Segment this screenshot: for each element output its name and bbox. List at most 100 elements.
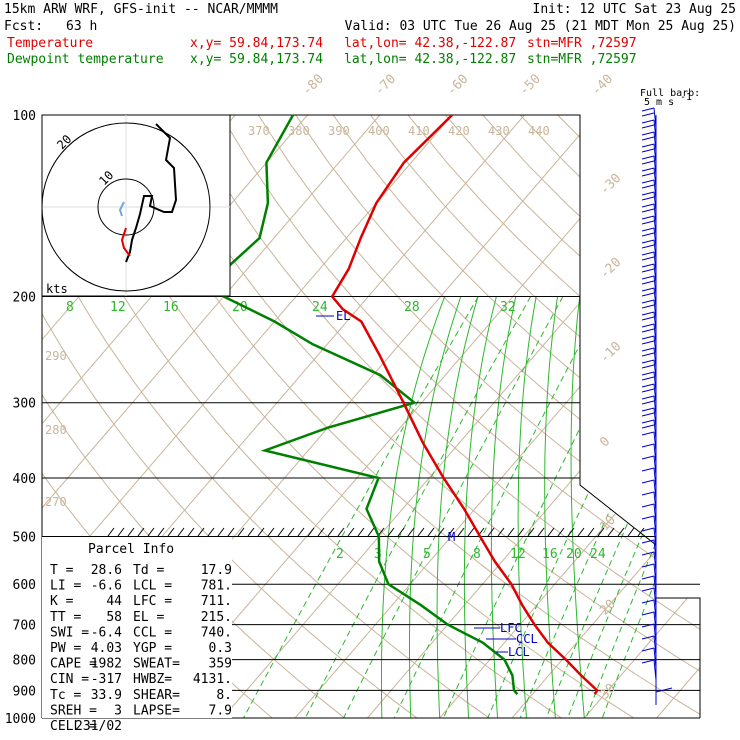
isotherm-line bbox=[367, 115, 700, 718]
hatch-mark bbox=[487, 527, 495, 537]
dew-latlon: lat,lon= 42.38,-122.87 bbox=[344, 52, 516, 67]
hatch-mark bbox=[287, 527, 295, 537]
mixing-ratio-line bbox=[243, 296, 479, 718]
parcel-info-cell: 4.03 bbox=[91, 641, 122, 656]
model-title: 15km ARW WRF, GFS-init -- NCAR/MMMM bbox=[4, 2, 278, 17]
parcel-info: Parcel Info T = 28.6 Td = 17.9 LI = -6.6 LCL =… bbox=[42, 537, 232, 734]
theta-label: 400 bbox=[368, 124, 390, 138]
hodo-trace-lower bbox=[120, 227, 131, 257]
dry-adiabat bbox=[407, 115, 700, 718]
hatch-mark bbox=[457, 527, 465, 537]
hatch-mark bbox=[327, 527, 335, 537]
mixing-ratio-label: 28 bbox=[404, 300, 420, 315]
temp-stn: stn=MFR ,72597 bbox=[527, 36, 637, 51]
m-marker: M bbox=[448, 530, 455, 544]
theta-label: 290 bbox=[45, 349, 67, 363]
hatch-mark bbox=[577, 527, 585, 537]
pressure-label: 400 bbox=[13, 472, 36, 487]
dry-adiabat bbox=[42, 115, 490, 718]
hatch-mark bbox=[547, 527, 555, 537]
wind-barb bbox=[641, 371, 657, 393]
el-label: EL bbox=[336, 309, 350, 323]
mixing-ratio-line bbox=[343, 296, 564, 718]
hatch-mark bbox=[557, 527, 565, 537]
theta-label: 420 bbox=[448, 124, 470, 138]
legend-dewpoint: Dewpoint temperature bbox=[7, 52, 164, 67]
parcel-info-cell: 215. bbox=[201, 610, 232, 625]
parcel-info-cell: 711. bbox=[201, 594, 232, 609]
hatch-mark bbox=[467, 527, 475, 537]
hatch-mark bbox=[387, 527, 395, 537]
hatch-mark bbox=[117, 527, 125, 537]
hodo-ring-20 bbox=[41, 122, 211, 292]
wind-barb bbox=[641, 407, 657, 429]
hatch-mark bbox=[417, 527, 425, 537]
pressure-label: 900 bbox=[13, 684, 36, 699]
wind-barb bbox=[641, 515, 657, 537]
wind-barbs bbox=[641, 107, 673, 693]
hodo-trace-upper bbox=[125, 123, 178, 263]
hatch-mark bbox=[617, 527, 625, 537]
mixing-ratio-label: 2 bbox=[336, 547, 344, 562]
wind-barb bbox=[641, 167, 657, 189]
parcel-info-cell: 359 bbox=[209, 657, 232, 672]
parcel-info-cell: LI = bbox=[50, 579, 81, 594]
hatch-mark bbox=[127, 527, 135, 537]
barb-legend-line2: 5 m s bbox=[644, 97, 674, 108]
isotherm-label: -10 bbox=[597, 339, 624, 366]
isotherm-line bbox=[294, 115, 700, 718]
parcel-info-cell: LFC = bbox=[133, 594, 172, 609]
parcel-info-cell: SWI = bbox=[50, 625, 89, 640]
legend-temperature: Temperature bbox=[7, 36, 93, 51]
pressure-label: 200 bbox=[13, 291, 36, 306]
mixing-ratio-label: 8 bbox=[473, 547, 481, 562]
ccl-label: CCL bbox=[516, 632, 538, 646]
temp-xy: x,y= 59.84,173.74 bbox=[190, 36, 323, 51]
mixing-ratio-label: 12 bbox=[110, 300, 126, 315]
hatch-mark bbox=[237, 527, 245, 537]
hatch-mark bbox=[107, 527, 115, 537]
moist-adiabat bbox=[570, 296, 585, 718]
parcel-info-cell: -6.4 bbox=[91, 625, 122, 640]
hatch-mark bbox=[447, 527, 455, 537]
parcel-info-cell: EL = bbox=[133, 610, 164, 625]
wind-barb bbox=[641, 143, 657, 165]
hatch-mark bbox=[397, 527, 405, 537]
hodo-trace-sfc bbox=[118, 201, 125, 217]
barb-legend: Full barb: 5 m s -1 bbox=[640, 88, 700, 108]
wind-barb bbox=[641, 563, 657, 585]
wind-barb bbox=[641, 647, 657, 669]
wind-barb bbox=[641, 275, 657, 297]
wind-barb bbox=[641, 527, 657, 549]
hatch-mark bbox=[567, 527, 575, 537]
parcel-info-cell: YGP = bbox=[133, 641, 172, 656]
hatch-mark bbox=[607, 527, 615, 537]
hatch-mark bbox=[297, 527, 305, 537]
parcel-info-cell: 33.9 bbox=[91, 688, 122, 703]
isotherm-line bbox=[583, 115, 700, 718]
hatch-mark bbox=[147, 527, 155, 537]
isotherm-label: -80 bbox=[300, 72, 327, 99]
hatch-mark bbox=[437, 527, 445, 537]
theta-label: 390 bbox=[328, 124, 350, 138]
wind-barb bbox=[641, 203, 657, 225]
wind-barb bbox=[641, 155, 657, 177]
parcel-info-cell: 4131. bbox=[193, 672, 232, 687]
mixing-ratio-label: 12 bbox=[510, 547, 526, 562]
isotherm-label: -20 bbox=[597, 255, 624, 282]
hodograph: 10 20 kts bbox=[41, 114, 231, 297]
wind-barb bbox=[641, 491, 657, 513]
wind-barb bbox=[641, 623, 657, 645]
isotherm-line bbox=[729, 115, 740, 718]
dry-adiabat bbox=[42, 115, 562, 718]
parcel-info-cell: 1982 bbox=[91, 657, 122, 672]
hatch-mark bbox=[587, 527, 595, 537]
parcel-info-cell: -6.6 bbox=[91, 579, 122, 594]
isotherm-label: 0 bbox=[597, 434, 613, 450]
dry-adiabat bbox=[594, 115, 700, 718]
theta-label: 370 bbox=[248, 124, 270, 138]
mixing-ratio-label: 8 bbox=[66, 300, 74, 315]
pressure-label: 700 bbox=[13, 619, 36, 634]
mixing-ratio-lines bbox=[243, 296, 700, 718]
hatch-mark bbox=[337, 527, 345, 537]
